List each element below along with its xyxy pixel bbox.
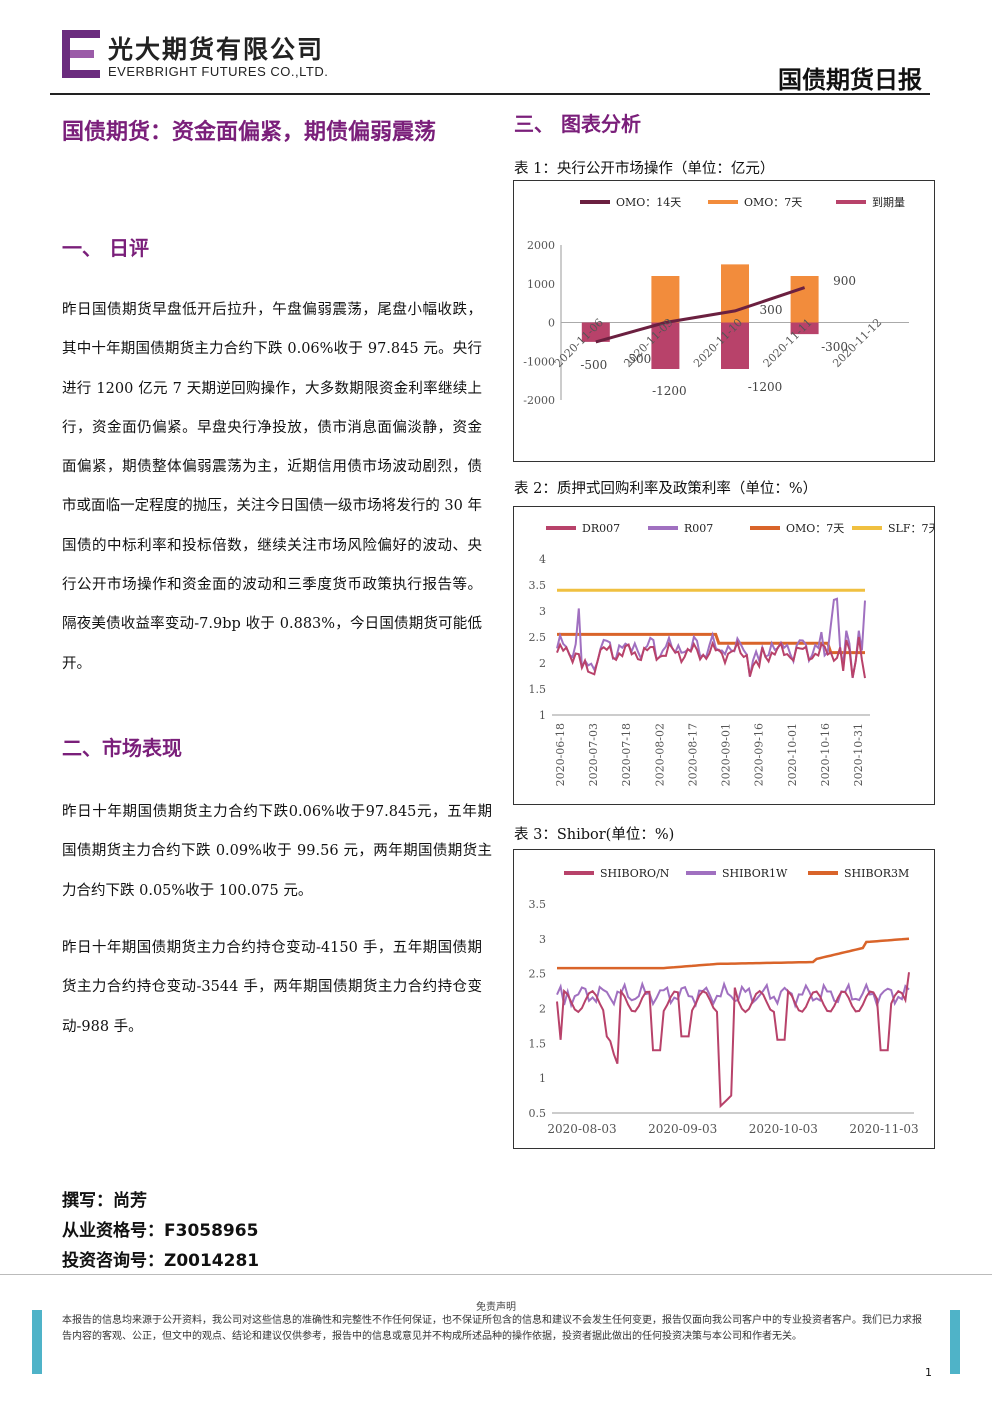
chart2-legend-label: DR007 bbox=[582, 522, 620, 535]
chart1-data-label: -300 bbox=[821, 340, 848, 354]
chart1-bar-due bbox=[581, 322, 610, 342]
disclaimer-text: 本报告的信息均来源于公开资料，我公司对这些信息的准确性和完整性不作任何保证，也不… bbox=[62, 1315, 922, 1342]
chart1-data-label: -500 bbox=[624, 352, 651, 366]
chart1-omo: OMO：14天 OMO：7天 到期量 2000 1000 0 -1000 -2000 -500 -… bbox=[523, 196, 909, 407]
chart1-y-tick: -2000 bbox=[523, 394, 555, 407]
chart3-y-tick: 0.5 bbox=[529, 1107, 547, 1120]
chart2-x-tick: 2020-07-03 bbox=[587, 723, 600, 786]
daily-commentary: 昨日国债期货早盘低开后拉升，午盘偏弱震荡，尾盘小幅收跌，其中十年期国债期货主力合… bbox=[62, 302, 482, 672]
chart2-caption: 表 2：质押式回购利率及政策利率（单位：%） bbox=[514, 481, 818, 497]
chart2-y-tick: 3.5 bbox=[529, 579, 547, 592]
chart1-line-omo14 bbox=[595, 286, 806, 344]
chart2-x-tick: 2020-10-01 bbox=[786, 723, 799, 786]
chart3-y-tick: 2 bbox=[539, 1003, 546, 1016]
chart2-y-tick: 3 bbox=[539, 605, 546, 618]
chart3-y-tick: 3 bbox=[539, 933, 546, 946]
chart3-legend-label: SHIBORO/N bbox=[600, 867, 670, 880]
author-consult-number: 投资咨询号：Z0014281 bbox=[62, 1251, 260, 1271]
chart3-line-shibor3m bbox=[557, 937, 910, 970]
footer-left-bar bbox=[32, 1310, 42, 1374]
chart2-x-tick: 2020-08-17 bbox=[686, 723, 699, 786]
chart2-legend-label: R007 bbox=[684, 522, 713, 535]
chart3-y-tick: 3.5 bbox=[529, 898, 547, 911]
chart2-y-tick: 1 bbox=[539, 709, 546, 722]
company-name-en: EVERBRIGHT FUTURES CO.,LTD. bbox=[108, 64, 329, 79]
chart2-legend-label: SLF：7天 bbox=[888, 522, 934, 535]
chart2-frame: DR007 R007 OMO：7天 SLF：7天 4 3.5 3 2.5 2 1.5 1 2020-0… bbox=[513, 506, 940, 805]
chart1-legend-label: OMO：14天 bbox=[616, 196, 681, 209]
chart2-x-tick: 2020-10-16 bbox=[819, 723, 832, 786]
chart3-caption: 表 3：Shibor(单位：%) bbox=[514, 827, 675, 843]
chart3-x-tick: 2020-08-03 bbox=[547, 1122, 616, 1136]
chart2-y-tick: 4 bbox=[539, 553, 546, 566]
chart3-frame: SHIBORO/N SHIBOR1W SHIBOR3M 3.5 3 2.5 2 1.5 1 0.5… bbox=[513, 849, 935, 1149]
chart1-bar-due bbox=[790, 322, 819, 335]
section-chart-title: 三、 图表分析 bbox=[514, 112, 641, 136]
chart2-y-tick: 2.5 bbox=[529, 631, 547, 644]
chart2-legend-label: OMO：7天 bbox=[786, 522, 844, 535]
chart3-legend-label: SHIBOR1W bbox=[722, 867, 788, 880]
report-name: 国债期货日报 bbox=[778, 66, 922, 94]
chart1-data-label: 300 bbox=[760, 303, 783, 317]
company-name-cn: 光大期货有限公司 bbox=[108, 35, 325, 64]
chart3-x-tick: 2020-11-03 bbox=[849, 1122, 918, 1136]
chart3-legend-label: SHIBOR3M bbox=[844, 867, 909, 880]
chart2-x-tick: 2020-10-31 bbox=[852, 723, 865, 786]
chart1-y-tick: -1000 bbox=[523, 355, 555, 368]
chart1-bar-omo7 bbox=[790, 276, 819, 323]
chart2-x-tick: 2020-09-01 bbox=[720, 723, 733, 786]
chart1-data-label: -1200 bbox=[748, 380, 783, 394]
chart1-y-tick: 2000 bbox=[527, 239, 555, 252]
chart2-x-tick: 2020-08-02 bbox=[653, 723, 666, 786]
chart1-y-tick: 0 bbox=[548, 317, 555, 330]
chart1-bar-due bbox=[651, 322, 680, 369]
chart2-repo-rates: DR007 R007 OMO：7天 SLF：7天 4 3.5 3 2.5 2 1.5 1 2020-0… bbox=[529, 522, 940, 786]
chart1-data-label: 900 bbox=[833, 274, 856, 288]
chart1-data-label: -1200 bbox=[652, 384, 687, 398]
disclaimer-title: 免责声明 bbox=[476, 1302, 516, 1313]
chart1-legend-label: 到期量 bbox=[872, 196, 905, 209]
footer-rule bbox=[0, 1274, 992, 1275]
chart1-y-tick: 1000 bbox=[527, 278, 555, 291]
footer-right-bar bbox=[950, 1310, 960, 1374]
chart1-bar-omo7 bbox=[651, 276, 680, 323]
chart1-bar-due bbox=[721, 322, 749, 369]
chart3-line-shiboron bbox=[556, 972, 910, 1109]
author-qualification: 从业资格号：F3058965 bbox=[62, 1221, 259, 1241]
chart1-legend-label: OMO：7天 bbox=[744, 196, 802, 209]
chart1-data-label: -500 bbox=[580, 358, 607, 372]
chart2-x-tick: 2020-07-18 bbox=[620, 723, 633, 786]
chart3-shibor: SHIBORO/N SHIBOR1W SHIBOR3M 3.5 3 2.5 2 1.5 1 0.5… bbox=[529, 867, 919, 1136]
chart2-line-r007 bbox=[556, 597, 866, 679]
chart1-caption: 表 1：央行公开市场操作（单位：亿元） bbox=[514, 161, 775, 177]
section-market-title: 二、市场表现 bbox=[62, 736, 182, 760]
chart3-y-tick: 1 bbox=[539, 1072, 546, 1085]
author-writer: 撰写：尚芳 bbox=[62, 1191, 147, 1211]
section-daily-title: 一、 日评 bbox=[62, 236, 149, 260]
chart1-frame: OMO：14天 OMO：7天 到期量 2000 1000 0 -1000 -2000 -500 -… bbox=[513, 180, 935, 462]
chart3-x-tick: 2020-09-03 bbox=[648, 1122, 717, 1136]
header-rule bbox=[50, 93, 930, 95]
chart2-x-tick: 2020-09-16 bbox=[753, 723, 766, 786]
chart2-y-tick: 1.5 bbox=[529, 683, 547, 696]
market-paragraph-2: 昨日十年期国债期货主力合约持仓变动-4150 手，五年期国债期货主力合约持仓变动… bbox=[62, 940, 482, 1035]
page-number: 1 bbox=[925, 1366, 932, 1379]
chart2-x-tick: 2020-06-18 bbox=[554, 723, 567, 786]
chart1-x-tick: 2020-11-11 bbox=[761, 316, 815, 370]
chart3-x-tick: 2020-10-03 bbox=[749, 1122, 818, 1136]
chart2-line-omo7 bbox=[557, 632, 865, 655]
market-paragraph-1: 昨日十年期国债期货主力合约下跌0.06%收于97.845元，五年期国债期货主力合… bbox=[62, 804, 492, 899]
chart2-line-dr007 bbox=[556, 636, 866, 679]
company-logo bbox=[62, 30, 100, 78]
chart2-y-tick: 2 bbox=[539, 657, 546, 670]
report-title: 国债期货：资金面偏紧，期债偏弱震荡 bbox=[62, 120, 437, 145]
chart3-line-shibor1w bbox=[556, 980, 910, 1009]
chart3-y-tick: 2.5 bbox=[529, 968, 547, 981]
chart3-y-tick: 1.5 bbox=[529, 1037, 547, 1050]
